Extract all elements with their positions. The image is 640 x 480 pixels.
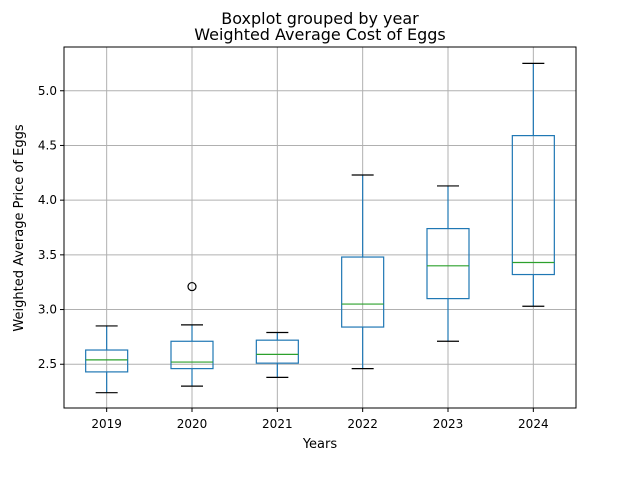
iqr-box [511,135,555,276]
iqr-box [341,256,385,328]
chart-suptitle: Boxplot grouped by year [221,9,419,28]
chart-title: Weighted Average Cost of Eggs [194,25,446,44]
y-tick-label: 3.5 [38,248,57,262]
y-axis-label: Weighted Average Price of Eggs [12,124,27,331]
y-tick-label: 2.5 [38,357,57,371]
box-series [85,62,555,394]
box-2019 [85,325,129,394]
grid-lines [64,47,576,408]
box-2022 [341,174,385,370]
box-2023 [426,185,470,342]
box-2020 [170,281,214,387]
y-tick-label: 5.0 [38,84,57,98]
x-tick-label: 2019 [91,417,122,431]
x-tick-label: 2021 [262,417,293,431]
iqr-box [426,227,470,300]
iqr-box [85,349,129,373]
outlier-point [187,281,197,292]
x-tick-label: 2024 [518,417,549,431]
axis-ticks: 2.5 3.0 3.5 4.0 4.5 5.0 2019 2020 2021 2022 2023 20… [38,84,549,431]
x-tick-label: 2022 [347,417,378,431]
y-tick-label: 4.5 [38,138,57,152]
iqr-box [255,339,299,364]
box-2021 [255,331,299,378]
plot-frame [63,46,577,409]
iqr-box [170,340,214,370]
x-tick-label: 2020 [177,417,208,431]
y-tick-label: 3.0 [38,303,57,317]
y-tick-label: 4.0 [38,193,57,207]
x-tick-label: 2023 [433,417,464,431]
box-2024 [511,62,555,307]
x-axis-label: Years [302,437,338,452]
